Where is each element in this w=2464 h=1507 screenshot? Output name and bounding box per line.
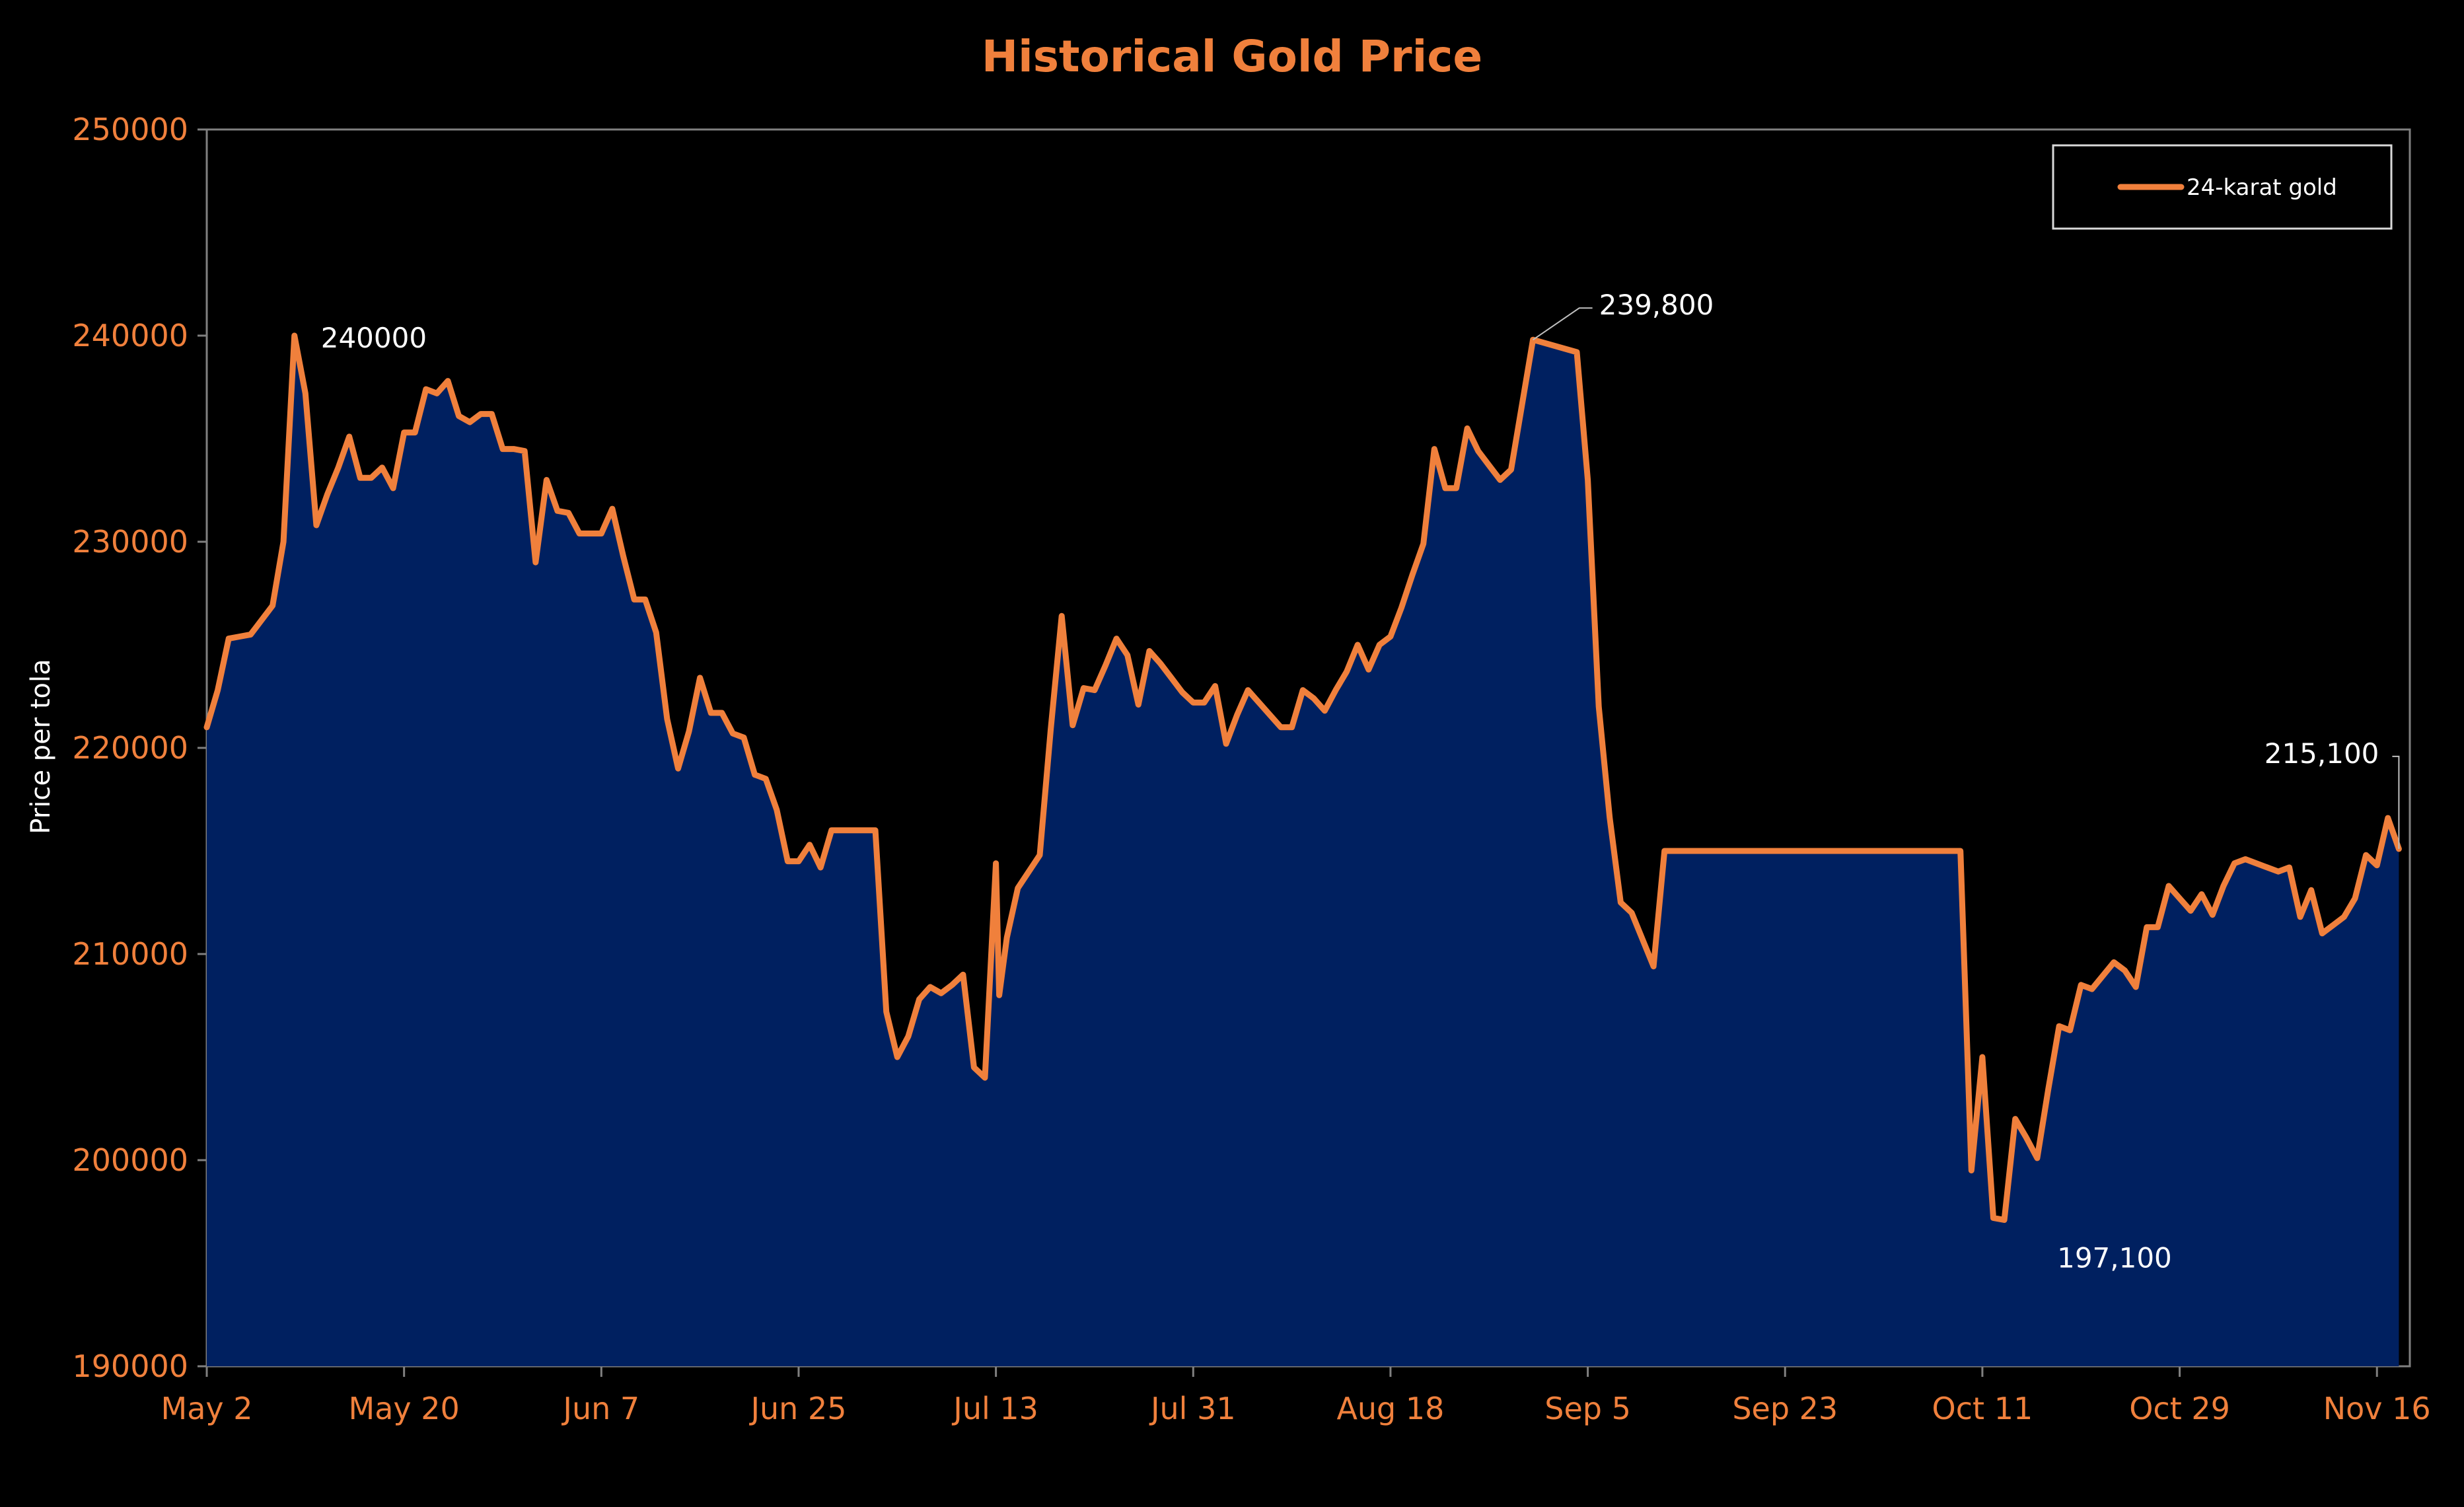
annotation-label: 240000 [321, 322, 427, 354]
annotations: 240000 239,800 197,100 215,100 [321, 289, 2400, 1274]
annotation-label: 197,100 [2057, 1241, 2172, 1274]
x-tick-label: Oct 29 [2129, 1391, 2230, 1426]
legend-entry-24-karat-gold: 24-karat gold [2187, 174, 2337, 201]
x-tick-label: Sep 5 [1544, 1391, 1631, 1426]
x-tick-label: May 2 [161, 1391, 253, 1426]
y-axis: 190000 200000 210000 220000 230000 240000 2500… [72, 112, 207, 1384]
x-tick-label: Jul 13 [951, 1391, 1038, 1426]
x-tick-label: May 20 [349, 1391, 460, 1426]
y-tick-label: 240000 [72, 318, 188, 353]
legend: 24-karat gold [2052, 144, 2393, 230]
annotation-leader-line [1533, 307, 1593, 341]
y-tick-label: 200000 [72, 1142, 188, 1178]
annotation-leader-line [2392, 755, 2400, 849]
x-tick-label: Jun 7 [561, 1391, 639, 1426]
annotation-label: 215,100 [2265, 737, 2379, 770]
series-line-24-karat-gold [203, 332, 2402, 1223]
x-tick-label: Jun 25 [748, 1391, 846, 1426]
x-tick-label: Aug 18 [1336, 1391, 1444, 1426]
annotation-label: 239,800 [1599, 289, 1714, 321]
y-tick-label: 210000 [72, 936, 188, 972]
x-tick-label: Sep 23 [1732, 1391, 1838, 1426]
x-tick-label: Nov 16 [2323, 1391, 2431, 1426]
y-tick-label: 230000 [72, 524, 188, 560]
x-tick-label: Jul 31 [1149, 1391, 1236, 1426]
legend-box [2052, 144, 2393, 230]
y-tick-label: 190000 [72, 1348, 188, 1384]
y-axis-title: Price per tola [26, 659, 56, 834]
y-tick-label: 250000 [72, 112, 188, 147]
area-fill [207, 336, 2399, 1366]
x-axis: May 2 May 20 Jun 7 Jun 25 Jul 13 Jul 31 Aug 18… [161, 1366, 2431, 1426]
chart-title: Historical Gold Price [982, 31, 1482, 82]
x-tick-label: Oct 11 [1932, 1391, 2033, 1426]
y-tick-label: 220000 [72, 730, 188, 766]
